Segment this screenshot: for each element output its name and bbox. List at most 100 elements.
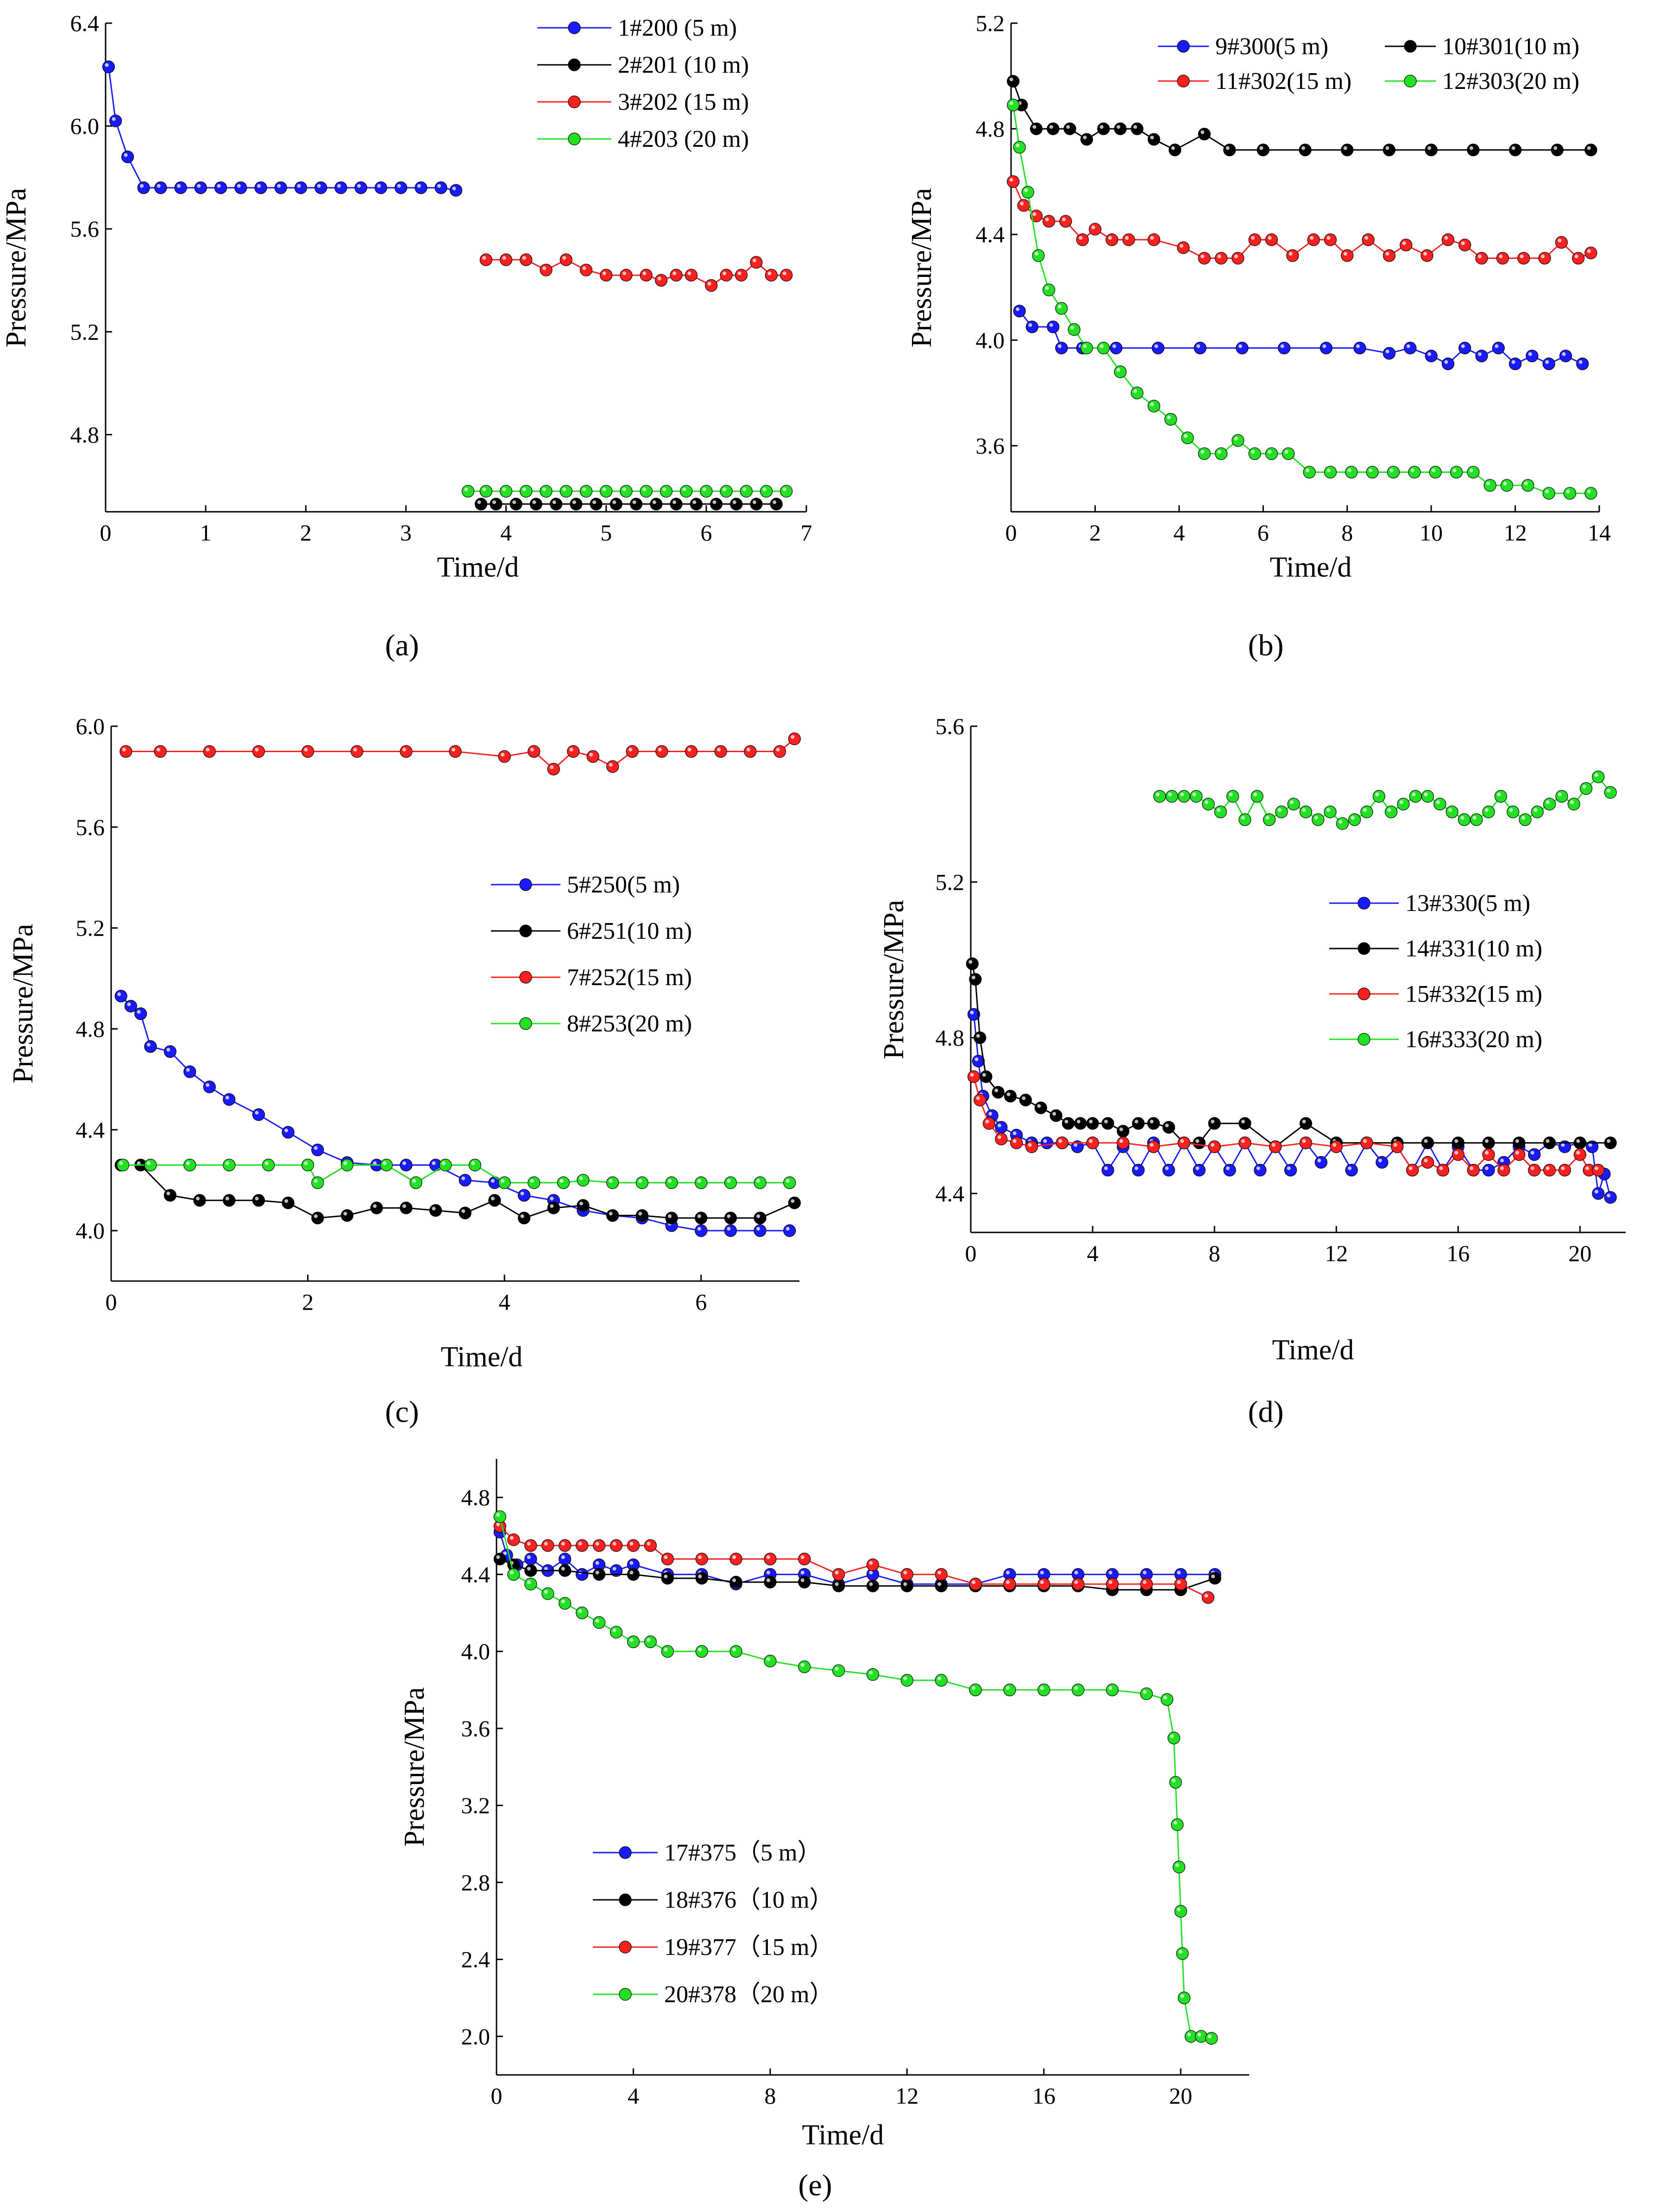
data-point-highlight (971, 975, 975, 980)
x-tick-label: 20 (1568, 1240, 1591, 1266)
data-point (627, 1635, 640, 1648)
data-point (1584, 487, 1597, 500)
data-point (499, 484, 513, 498)
data-point (665, 1176, 678, 1189)
data-point-highlight (496, 1513, 500, 1517)
data-point-highlight (717, 748, 721, 752)
series-line (121, 1164, 795, 1219)
data-point-highlight (1012, 1131, 1017, 1135)
data-point (1421, 1156, 1434, 1169)
series-line (1012, 105, 1591, 494)
data-point (119, 745, 132, 758)
data-point (1458, 813, 1471, 826)
data-point-highlight (177, 184, 181, 188)
data-point (710, 497, 723, 510)
data-point-highlight (166, 1191, 170, 1195)
data-point-highlight (277, 184, 281, 188)
panel-caption: (e) (798, 2168, 832, 2202)
series-2 (1006, 75, 1597, 157)
x-tick-label: 3 (400, 520, 412, 546)
data-point (1433, 798, 1446, 811)
data-point-highlight (1150, 1143, 1154, 1147)
data-point-highlight (105, 63, 109, 67)
data-point (1592, 770, 1605, 783)
data-point-highlight (1119, 1139, 1123, 1143)
data-point-highlight (544, 1567, 548, 1571)
data-point (1420, 249, 1433, 262)
data-point (750, 256, 763, 269)
data-point-highlight (562, 487, 566, 491)
chart-b: 0 2 4 6 8 10 12 14 3.6 4.0 4.4 4.8 5.2 Time/d Pressure… (906, 10, 1611, 662)
data-point-highlight (595, 1571, 599, 1575)
data-point (1037, 1577, 1050, 1590)
data-point (1576, 358, 1589, 371)
data-point (1409, 790, 1422, 803)
series-3 (119, 732, 801, 776)
data-point (1114, 122, 1127, 135)
data-point (459, 1207, 471, 1219)
data-point-highlight (1515, 1150, 1519, 1155)
data-point-highlight (1332, 1143, 1337, 1147)
data-point (1458, 341, 1471, 355)
data-point (163, 1045, 176, 1058)
data-point-highlight (461, 1209, 465, 1213)
data-point-highlight (1389, 468, 1394, 472)
data-point (1467, 144, 1480, 157)
data-point (1383, 249, 1396, 262)
data-point (695, 1176, 708, 1189)
data-point (1194, 341, 1207, 355)
data-point-highlight (1040, 1571, 1044, 1575)
data-point (1307, 233, 1320, 246)
data-point (780, 269, 793, 282)
data-point-highlight (1204, 800, 1208, 804)
data-point-highlight (452, 748, 455, 752)
data-point (576, 1539, 589, 1552)
data-point-highlight (612, 1628, 616, 1633)
data-point-highlight (629, 1542, 634, 1546)
data-point-highlight (1163, 1696, 1167, 1700)
data-point (1106, 1577, 1119, 1590)
data-point (1482, 1137, 1495, 1150)
data-point-highlight (1089, 1119, 1093, 1124)
data-point (579, 264, 593, 276)
data-point-highlight (1057, 344, 1062, 348)
legend-label: 7#252(15 m) (567, 964, 692, 991)
data-point (1088, 223, 1102, 236)
data-point (395, 181, 408, 194)
data-point (1397, 798, 1410, 811)
data-point (1162, 1121, 1175, 1134)
data-point-highlight (1427, 146, 1432, 150)
data-point (670, 497, 683, 510)
data-point (559, 484, 572, 498)
data-point-highlight (1045, 217, 1049, 221)
data-point-highlight (137, 1010, 141, 1014)
data-point-highlight (1546, 800, 1550, 804)
data-point-highlight (1108, 236, 1112, 240)
data-point-highlight (1165, 1123, 1169, 1127)
data-point (1421, 1137, 1434, 1150)
x-axis-title: Time/d (802, 2119, 884, 2151)
data-point (1366, 465, 1379, 479)
data-point-highlight (1530, 1166, 1534, 1170)
data-point (1232, 434, 1244, 447)
data-point-highlight (647, 1638, 651, 1642)
data-point-highlight (490, 1196, 495, 1200)
data-point (183, 1158, 196, 1172)
data-point (1521, 479, 1534, 492)
data-point (1117, 1125, 1130, 1137)
data-point (1584, 246, 1597, 259)
data-point (1202, 798, 1215, 811)
data-point (783, 1224, 796, 1237)
data-point-highlight (1499, 254, 1503, 258)
data-point (1467, 1163, 1480, 1177)
data-point (559, 1564, 572, 1577)
data-point (1408, 465, 1421, 479)
data-point-highlight (1326, 808, 1331, 812)
data-point-highlight (1195, 1166, 1200, 1170)
data-point (974, 1093, 987, 1106)
data-point-highlight (727, 1227, 731, 1231)
legend-swatch-marker (1177, 40, 1190, 53)
data-point (720, 484, 733, 498)
legend-label: 5#250(5 m) (567, 872, 680, 898)
data-point (754, 1224, 767, 1237)
